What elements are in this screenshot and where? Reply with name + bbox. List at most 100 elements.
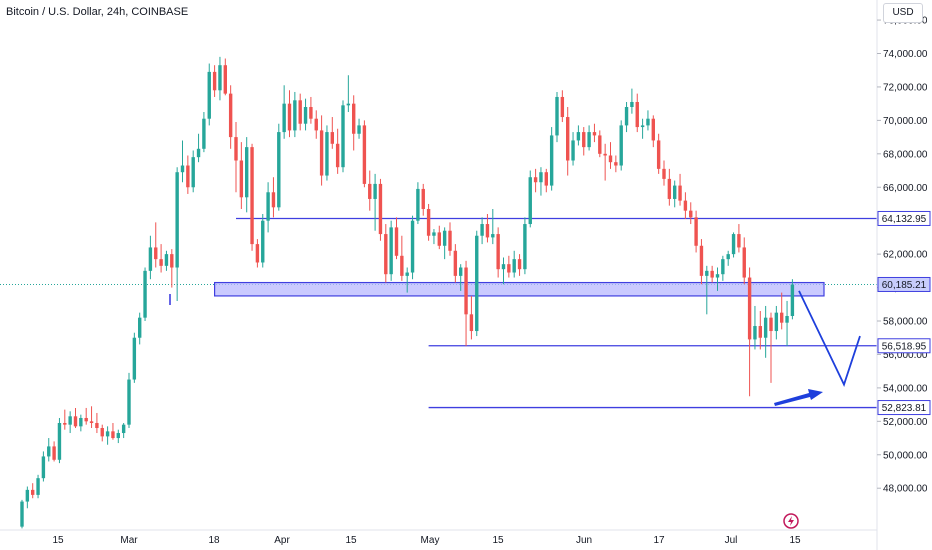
price-label-text: 52,823.81 [882,403,927,414]
candle-body [89,421,94,423]
candle-body [475,235,479,332]
candle [277,123,281,211]
candle [459,264,463,291]
candle-body [346,103,351,106]
candle-body [437,232,441,246]
candle-body [544,172,548,186]
price-pane[interactable] [0,56,877,529]
candle-body [630,101,634,108]
candle-body [689,210,693,218]
time-axis[interactable]: 15 Mar 18 Apr 15 May 15 Jun 17 Jul 15 [52,535,801,546]
candle [464,260,468,347]
candle-body [330,132,334,144]
candle [528,170,532,228]
candle-body [416,188,420,221]
y-tick-label: 74,000.00 [883,49,928,60]
candle [346,75,351,113]
candle-body [576,132,581,141]
candle-body [496,234,500,270]
candle-body [758,326,762,338]
candle-body [667,178,672,199]
projection-arrow[interactable] [774,389,823,406]
candle [175,167,179,301]
candle [496,227,500,278]
candle [453,244,458,283]
candle-body [592,132,597,136]
candle-body [31,489,35,495]
y-tick-label: 56,000.00 [883,350,928,361]
x-tick-label: 15 [52,535,64,546]
candle [640,118,645,139]
candle [705,265,709,315]
candle [544,168,548,193]
candle-body [357,125,361,134]
candle [271,177,276,218]
candle [319,115,324,186]
candle-body [549,135,554,186]
projection-path[interactable] [798,290,861,387]
candle-body [678,185,682,201]
candle-body [52,446,56,460]
candle-body [560,96,565,118]
candle-body [362,125,367,184]
candle-body [239,160,244,198]
candle-body [480,224,484,236]
candle [325,125,329,181]
candle [576,125,581,146]
candle [747,267,752,397]
x-tick-label: Jul [725,535,738,546]
candle-body [640,125,645,128]
candle [630,88,634,114]
candle [608,142,613,169]
candle-body [469,314,474,332]
candle [282,85,286,139]
candle-body [41,456,46,479]
candle [731,232,736,258]
x-tick-label: 15 [492,535,504,546]
event-icon[interactable] [783,513,799,529]
x-tick-label: 17 [653,535,665,546]
candle [202,112,206,153]
candle-body [485,224,490,238]
candle [485,214,490,243]
candle [314,110,318,139]
price-label-box [877,276,931,292]
candle-body [512,259,516,273]
candle-body [753,326,757,340]
candle [673,180,677,208]
candle [362,120,367,188]
candle [47,438,51,462]
candle [475,230,479,337]
candle [753,305,757,350]
candle-body [780,312,784,323]
candle-body [368,183,372,199]
y-tick-label: 58,000.00 [883,317,928,328]
candle [689,202,693,225]
candle [656,133,661,174]
support-zone-rectangle[interactable] [214,281,825,297]
candle [785,300,789,347]
candle [352,95,356,151]
candle [52,441,56,462]
currency-button[interactable]: USD [883,3,923,23]
candle [105,426,110,445]
candle-body [159,259,163,266]
candle-body [533,177,538,183]
candle [41,451,46,482]
price-axis[interactable]: 48,000.00 50,000.00 52,000.00 54,000.00 56,0… [877,16,928,495]
candle [533,168,538,193]
level-price-label: 64,132.95 [877,210,931,226]
candle-body [186,165,190,188]
candle [218,56,222,101]
candle-body [774,312,779,332]
candle-body [116,433,120,439]
candle [207,63,211,126]
candle-body [747,277,752,340]
candle-body [261,220,265,263]
candle [501,257,506,285]
candle [480,217,484,245]
candle-body [389,227,393,275]
candle [469,295,474,340]
candle-body [25,489,30,502]
